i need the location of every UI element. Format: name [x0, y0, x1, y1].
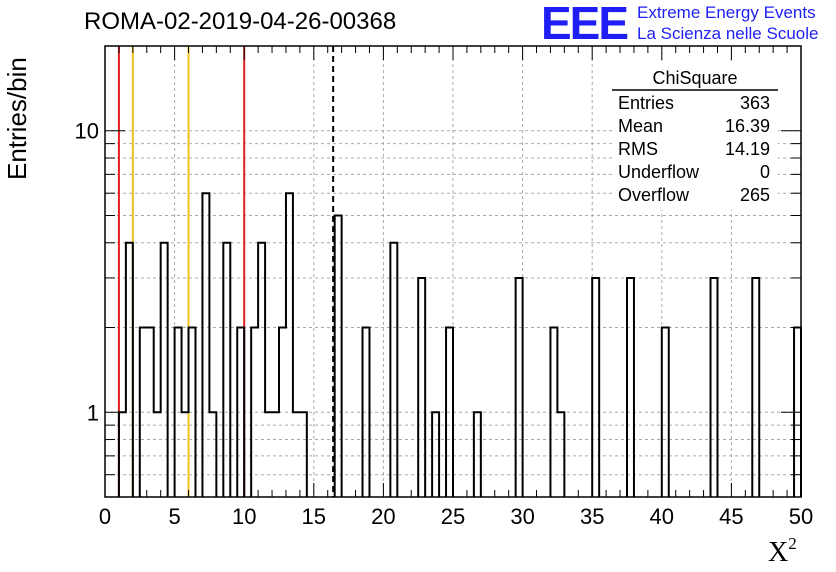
stats-box-bg: [612, 64, 778, 210]
x-tick-label: 25: [441, 504, 465, 529]
histogram-bin: [265, 412, 272, 497]
histogram-outline: [117, 192, 802, 497]
x-tick-label: 45: [719, 504, 743, 529]
histogram-bin: [147, 328, 154, 497]
stats-label-mean: Mean: [618, 116, 664, 136]
histogram-bin: [189, 328, 196, 497]
histogram-bin: [516, 278, 523, 497]
histogram-bin: [592, 278, 599, 497]
stats-value-rms: 14.19: [724, 139, 770, 159]
histogram-bin: [209, 412, 216, 497]
run-title: ROMA-02-2019-04-26-00368: [84, 8, 397, 35]
x-axis-label-text: X: [768, 537, 789, 568]
x-tick-label: 0: [99, 504, 111, 529]
histogram-bin: [432, 412, 439, 497]
y-axis-label: Entries/bin: [2, 57, 32, 180]
histogram-bin: [237, 328, 244, 497]
x-axis-label: X2: [768, 534, 797, 568]
stats-value-underflow: 0: [759, 162, 770, 182]
x-tick-label: 5: [168, 504, 180, 529]
x-tick-label: 20: [371, 504, 395, 529]
histogram-bin: [251, 328, 258, 497]
histogram-bin: [627, 278, 634, 497]
histogram-bin: [272, 412, 279, 497]
histogram-bin: [154, 412, 161, 497]
stats-value-mean: 16.39: [724, 116, 770, 136]
histogram-bin: [300, 412, 307, 497]
x-tick-label: 50: [789, 504, 813, 529]
logo-line-1: Extreme Energy Events: [637, 3, 816, 22]
histogram-bin: [258, 243, 265, 497]
x-tick-label: 10: [232, 504, 256, 529]
histogram-bin: [662, 328, 669, 497]
histogram-bin: [140, 328, 147, 497]
histogram-bin: [335, 215, 342, 497]
stats-value-entries: 363: [739, 93, 770, 113]
histogram-bin: [223, 243, 230, 497]
histogram-bin: [446, 328, 453, 497]
logo-line-2: La Scienza nelle Scuole: [637, 24, 819, 43]
histogram-bin: [390, 243, 397, 497]
histogram-bin: [293, 412, 300, 497]
histogram-bin: [752, 278, 759, 497]
histogram-bin: [279, 328, 286, 497]
histogram-bin: [175, 328, 182, 497]
histogram-bin: [202, 193, 209, 497]
histogram-bin: [286, 193, 293, 497]
x-tick-label: 40: [650, 504, 674, 529]
histogram-bin: [550, 328, 557, 497]
histogram-bin: [557, 412, 564, 497]
histogram-bin: [711, 278, 718, 497]
y-tick-label: 1: [87, 400, 99, 425]
stats-title: ChiSquare: [652, 68, 738, 88]
stats-value-overflow: 265: [739, 185, 770, 205]
histogram-bin: [182, 412, 189, 497]
histogram-bin: [119, 412, 126, 497]
stats-label-overflow: Overflow: [618, 185, 690, 205]
histogram-bin: [126, 243, 133, 497]
stats-label-rms: RMS: [618, 139, 658, 159]
x-tick-label: 30: [510, 504, 534, 529]
histogram-bin: [363, 328, 370, 497]
eee-logo: EEE: [541, 0, 629, 49]
stats-label-underflow: Underflow: [618, 162, 700, 182]
y-tick-label: 10: [75, 119, 99, 144]
histogram-bin: [418, 278, 425, 497]
histogram-bin: [474, 412, 481, 497]
x-tick-label: 35: [580, 504, 604, 529]
stats-label-entries: Entries: [618, 93, 675, 113]
x-tick-label: 15: [302, 504, 326, 529]
histogram-bin: [161, 243, 168, 497]
